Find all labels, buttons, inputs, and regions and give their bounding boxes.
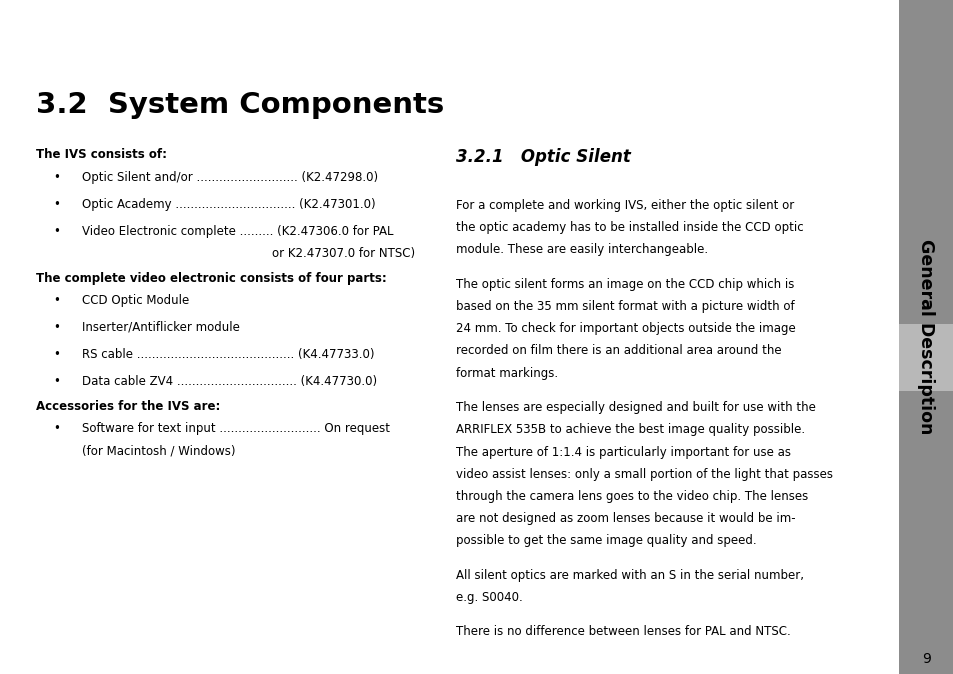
Text: video assist lenses: only a small portion of the light that passes: video assist lenses: only a small portio… (456, 468, 832, 481)
Text: There is no difference between lenses for PAL and NTSC.: There is no difference between lenses fo… (456, 625, 790, 638)
Text: Software for text input ........................... On request: Software for text input ................… (82, 423, 390, 435)
Text: are not designed as zoom lenses because it would be im-: are not designed as zoom lenses because … (456, 512, 795, 525)
Text: 3.2.1   Optic Silent: 3.2.1 Optic Silent (456, 148, 630, 166)
Text: CCD Optic Module: CCD Optic Module (82, 294, 189, 307)
Text: Inserter/Antiflicker module: Inserter/Antiflicker module (82, 321, 239, 334)
Text: •: • (53, 198, 60, 211)
Text: •: • (53, 348, 60, 361)
Text: •: • (53, 294, 60, 307)
Text: The IVS consists of:: The IVS consists of: (36, 148, 167, 161)
Text: the optic academy has to be installed inside the CCD optic: the optic academy has to be installed in… (456, 221, 802, 234)
Text: 3.2  System Components: 3.2 System Components (36, 91, 444, 119)
Bar (898, 324, 953, 391)
Text: format markings.: format markings. (456, 367, 558, 379)
Text: General Description: General Description (917, 239, 934, 435)
Text: •: • (53, 225, 60, 238)
Text: ARRIFLEX 535B to achieve the best image quality possible.: ARRIFLEX 535B to achieve the best image … (456, 423, 804, 436)
Text: The lenses are especially designed and built for use with the: The lenses are especially designed and b… (456, 401, 815, 414)
Text: possible to get the same image quality and speed.: possible to get the same image quality a… (456, 534, 756, 547)
Text: 9: 9 (921, 652, 930, 666)
Text: Video Electronic complete ......... (K2.47306.0 for PAL: Video Electronic complete ......... (K2.… (82, 225, 394, 238)
Text: For a complete and working IVS, either the optic silent or: For a complete and working IVS, either t… (456, 199, 794, 212)
Text: module. These are easily interchangeable.: module. These are easily interchangeable… (456, 243, 707, 256)
Text: •: • (53, 423, 60, 435)
Text: The optic silent forms an image on the CCD chip which is: The optic silent forms an image on the C… (456, 278, 794, 290)
Text: recorded on film there is an additional area around the: recorded on film there is an additional … (456, 344, 781, 357)
Text: •: • (53, 171, 60, 184)
Text: through the camera lens goes to the video chip. The lenses: through the camera lens goes to the vide… (456, 490, 807, 503)
Text: The aperture of 1:1.4 is particularly important for use as: The aperture of 1:1.4 is particularly im… (456, 446, 790, 458)
Text: Optic Academy ................................ (K2.47301.0): Optic Academy ..........................… (82, 198, 375, 211)
Text: based on the 35 mm silent format with a picture width of: based on the 35 mm silent format with a … (456, 300, 794, 313)
Text: RS cable .......................................... (K4.47733.0): RS cable ...............................… (82, 348, 375, 361)
Bar (898, 0, 953, 674)
Text: 24 mm. To check for important objects outside the image: 24 mm. To check for important objects ou… (456, 322, 795, 335)
Text: e.g. S0040.: e.g. S0040. (456, 591, 522, 604)
Text: •: • (53, 321, 60, 334)
Text: or K2.47307.0 for NTSC): or K2.47307.0 for NTSC) (272, 247, 415, 260)
Text: •: • (53, 375, 60, 388)
Text: The complete video electronic consists of four parts:: The complete video electronic consists o… (36, 272, 387, 284)
Text: All silent optics are marked with an S in the serial number,: All silent optics are marked with an S i… (456, 569, 803, 582)
Text: Optic Silent and/or ........................... (K2.47298.0): Optic Silent and/or ....................… (82, 171, 377, 184)
Text: (for Macintosh / Windows): (for Macintosh / Windows) (82, 445, 235, 458)
Text: Accessories for the IVS are:: Accessories for the IVS are: (36, 400, 220, 413)
Text: Data cable ZV4 ................................ (K4.47730.0): Data cable ZV4 .........................… (82, 375, 376, 388)
